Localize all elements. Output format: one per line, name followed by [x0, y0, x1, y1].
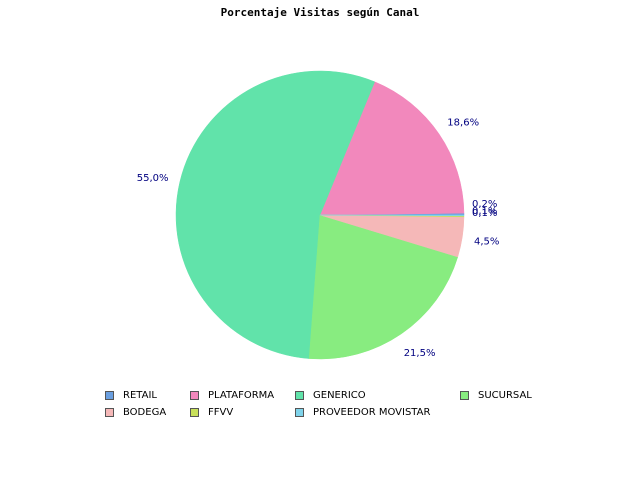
- legend-swatch: [295, 390, 304, 400]
- legend-label: SUCURSAL: [478, 389, 532, 401]
- legend-swatch: [295, 407, 304, 417]
- legend-label: RETAIL: [123, 389, 157, 401]
- legend-item-sucursal: SUCURSAL: [460, 388, 532, 402]
- legend-label: PLATAFORMA: [208, 389, 275, 401]
- slice-label-ffvv: 0,1%: [472, 206, 497, 217]
- legend-swatch: [105, 390, 114, 400]
- slice-label-generico: 55,0%: [137, 173, 169, 184]
- legend-swatch: [460, 390, 469, 400]
- legend-item-ffvv: FFVV: [190, 405, 233, 419]
- legend-item-proveedor-movistar: PROVEEDOR MOVISTAR: [295, 405, 430, 419]
- legend-swatch: [190, 390, 199, 400]
- legend-item-bodega: BODEGA: [105, 405, 166, 419]
- chart-title: Porcentaje Visitas según Canal: [220, 6, 420, 19]
- legend-swatch: [105, 407, 114, 417]
- slice-label-plataforma: 18,6%: [447, 118, 479, 129]
- legend-label: GENERICO: [313, 389, 366, 401]
- pie-slice-generico: [175, 70, 376, 359]
- legend-label: FFVV: [208, 406, 234, 418]
- legend-item-retail: RETAIL: [105, 388, 157, 402]
- slice-label-sucursal: 21,5%: [404, 348, 436, 359]
- pie-slice-sucursal: [308, 214, 459, 360]
- legend-item-plataforma: PLATAFORMA: [190, 388, 274, 402]
- pie-slice-plataforma: [319, 81, 465, 216]
- slice-label-bodega: 4,5%: [474, 237, 499, 248]
- legend-swatch: [190, 407, 199, 417]
- pie-slice-proveedor-movistar: [319, 214, 465, 217]
- legend-label: BODEGA: [123, 406, 167, 418]
- slice-label-retail: 0,2%: [472, 199, 497, 210]
- slice-label-proveedor-movistar: 0,1%: [472, 208, 497, 219]
- legend-label: PROVEEDOR MOVISTAR: [313, 406, 431, 418]
- legend-item-generico: GENERICO: [295, 388, 366, 402]
